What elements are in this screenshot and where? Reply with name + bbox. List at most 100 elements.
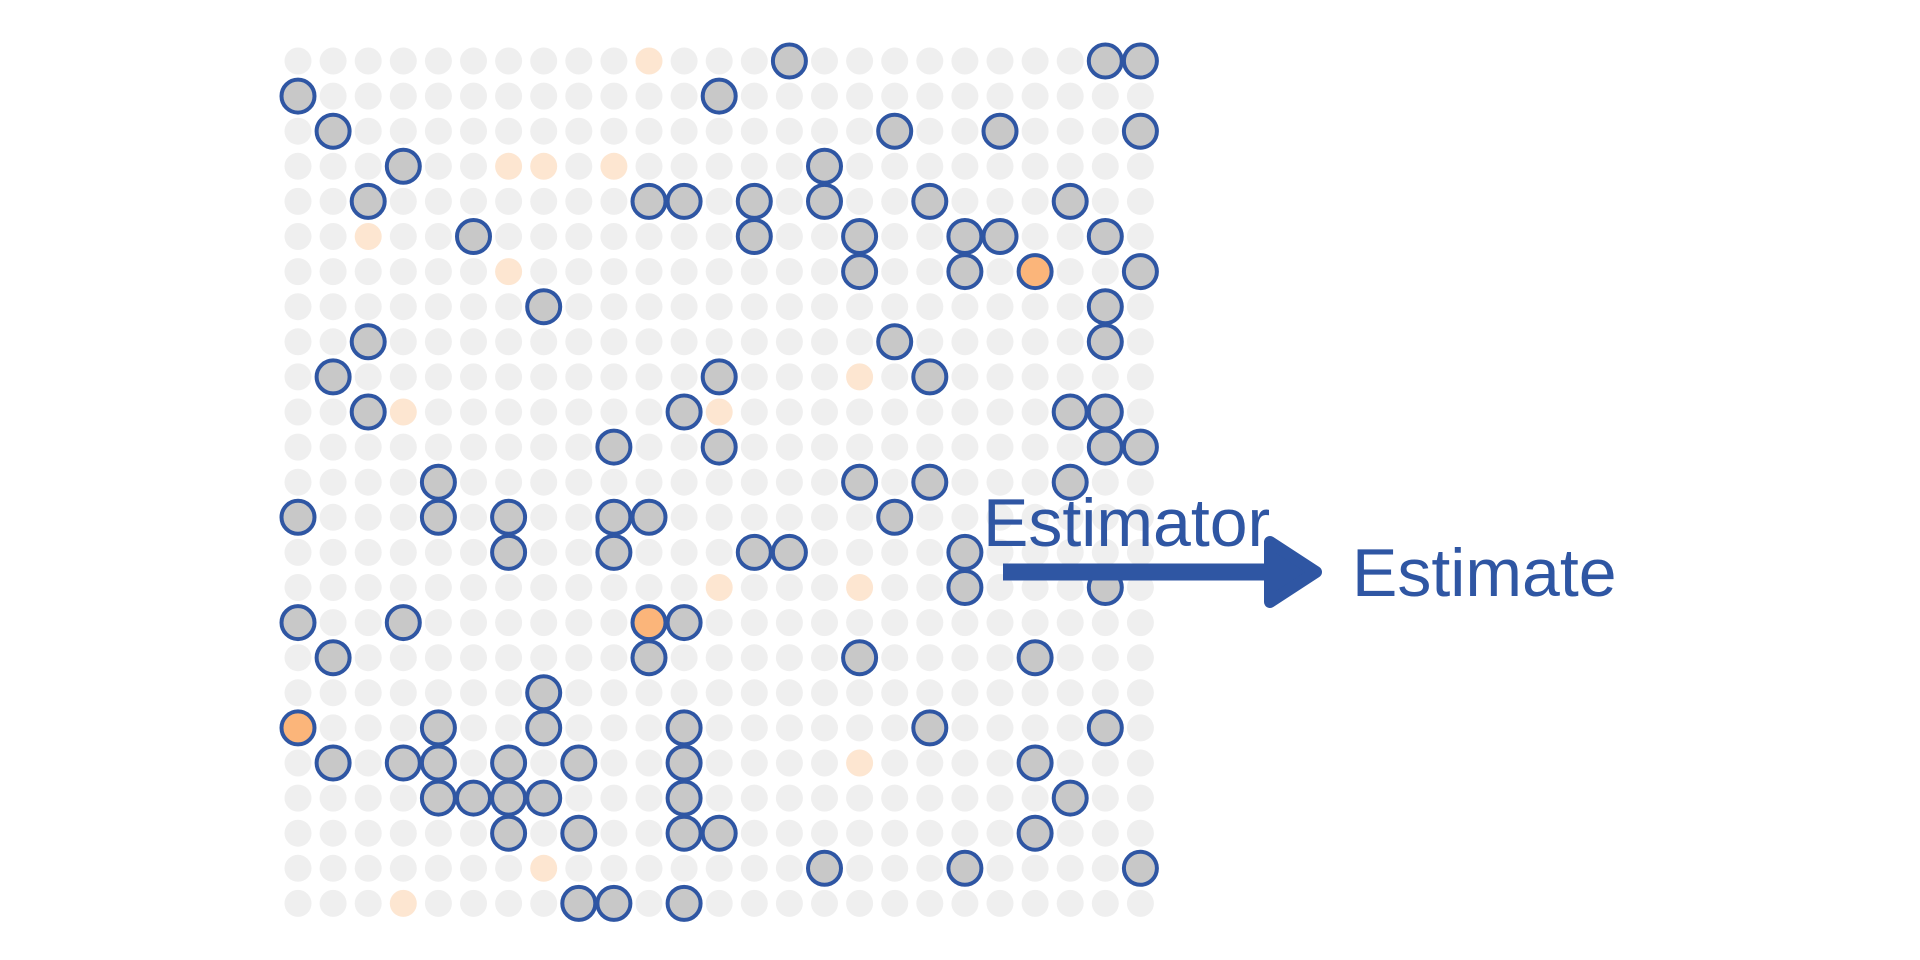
population-dot (1091, 609, 1119, 637)
population-dot (600, 854, 628, 882)
population-dot (670, 152, 698, 180)
population-dot (986, 82, 1014, 110)
population-dot (705, 223, 733, 250)
population-dot (530, 117, 558, 145)
population-dot (424, 187, 452, 215)
population-dot (916, 644, 944, 672)
sampled-dot (946, 849, 984, 887)
population-dot (1021, 538, 1049, 566)
population-dot (389, 538, 417, 566)
population-dot (354, 363, 382, 391)
population-dot (951, 609, 979, 637)
population-dot (635, 433, 663, 461)
population-dot (1126, 468, 1154, 496)
population-dot (1021, 187, 1049, 215)
population-dot (670, 538, 698, 566)
population-dot (811, 784, 838, 812)
population-dot (495, 363, 523, 391)
population-dot (740, 679, 768, 707)
population-dot (495, 889, 523, 917)
population-dot (951, 714, 979, 742)
population-dot (389, 223, 417, 250)
population-dot (460, 609, 487, 637)
sampled-dot (806, 182, 843, 220)
population-dot (284, 152, 312, 180)
population-dot (846, 819, 874, 847)
population-dot (670, 293, 698, 321)
population-dot (1091, 468, 1119, 496)
population-dot (635, 223, 663, 250)
population-dot (811, 117, 838, 145)
population-dot (916, 433, 944, 461)
population-dot (530, 398, 558, 426)
population-dot (1126, 293, 1154, 321)
sampled-dot (490, 498, 528, 536)
population-dot (460, 468, 487, 496)
population-dot (951, 784, 979, 812)
population-dot (705, 117, 733, 145)
population-dot (1091, 854, 1119, 882)
population-dot (354, 749, 382, 777)
population-dot (495, 223, 523, 250)
population-dot (1091, 187, 1119, 215)
sampled-dot (595, 428, 633, 466)
population-dot (670, 82, 698, 110)
population-dot (775, 328, 803, 356)
sampled-dot (665, 744, 703, 782)
population-dot (811, 749, 838, 777)
population-dot (951, 679, 979, 707)
population-dot (319, 258, 347, 286)
population-dot (565, 609, 593, 637)
population-dot (670, 223, 698, 250)
population-dot (705, 187, 733, 215)
population-dot (354, 468, 382, 496)
population-dot (1091, 258, 1119, 286)
population-dot (916, 784, 944, 812)
population-dot (881, 679, 909, 707)
sampled-dot (876, 323, 914, 361)
sampled-dot (630, 498, 668, 536)
population-dot (670, 679, 698, 707)
sampled-dot (525, 779, 563, 817)
population-dot (951, 889, 979, 917)
population-dot (600, 328, 628, 356)
population-dot (705, 784, 733, 812)
population-dot (1056, 293, 1084, 321)
population-dot (1126, 538, 1154, 566)
sampled-dot (981, 218, 1019, 255)
population-dot (1056, 152, 1084, 180)
population-dot (811, 714, 838, 742)
population-dot (284, 223, 312, 250)
sampled-dot (314, 744, 352, 782)
population-dot (670, 363, 698, 391)
sampled-dot (455, 218, 492, 255)
sampled-dot (525, 288, 563, 326)
population-dot (705, 714, 733, 742)
population-dot (354, 854, 382, 882)
population-dot (389, 468, 417, 496)
population-dot (916, 749, 944, 777)
population-dot (775, 819, 803, 847)
sampled-dot (490, 533, 528, 571)
population-dot (460, 293, 487, 321)
population-dot (635, 293, 663, 321)
population-dot (1091, 152, 1119, 180)
population-dot (635, 538, 663, 566)
population-dot (424, 293, 452, 321)
sampled-dot (981, 112, 1019, 150)
population-dot (530, 363, 558, 391)
sampled-dot (770, 42, 808, 80)
sampled-dot (1121, 428, 1159, 466)
population-dot (916, 258, 944, 286)
sampled-dot (560, 884, 598, 922)
population-dot (284, 187, 312, 215)
population-dot (565, 468, 593, 496)
population-dot (600, 609, 628, 637)
population-dot (1091, 503, 1119, 531)
population-dot (354, 644, 382, 672)
population-dot (705, 47, 733, 75)
population-dot (740, 117, 768, 145)
population-dot (424, 47, 452, 75)
population-dot (354, 679, 382, 707)
